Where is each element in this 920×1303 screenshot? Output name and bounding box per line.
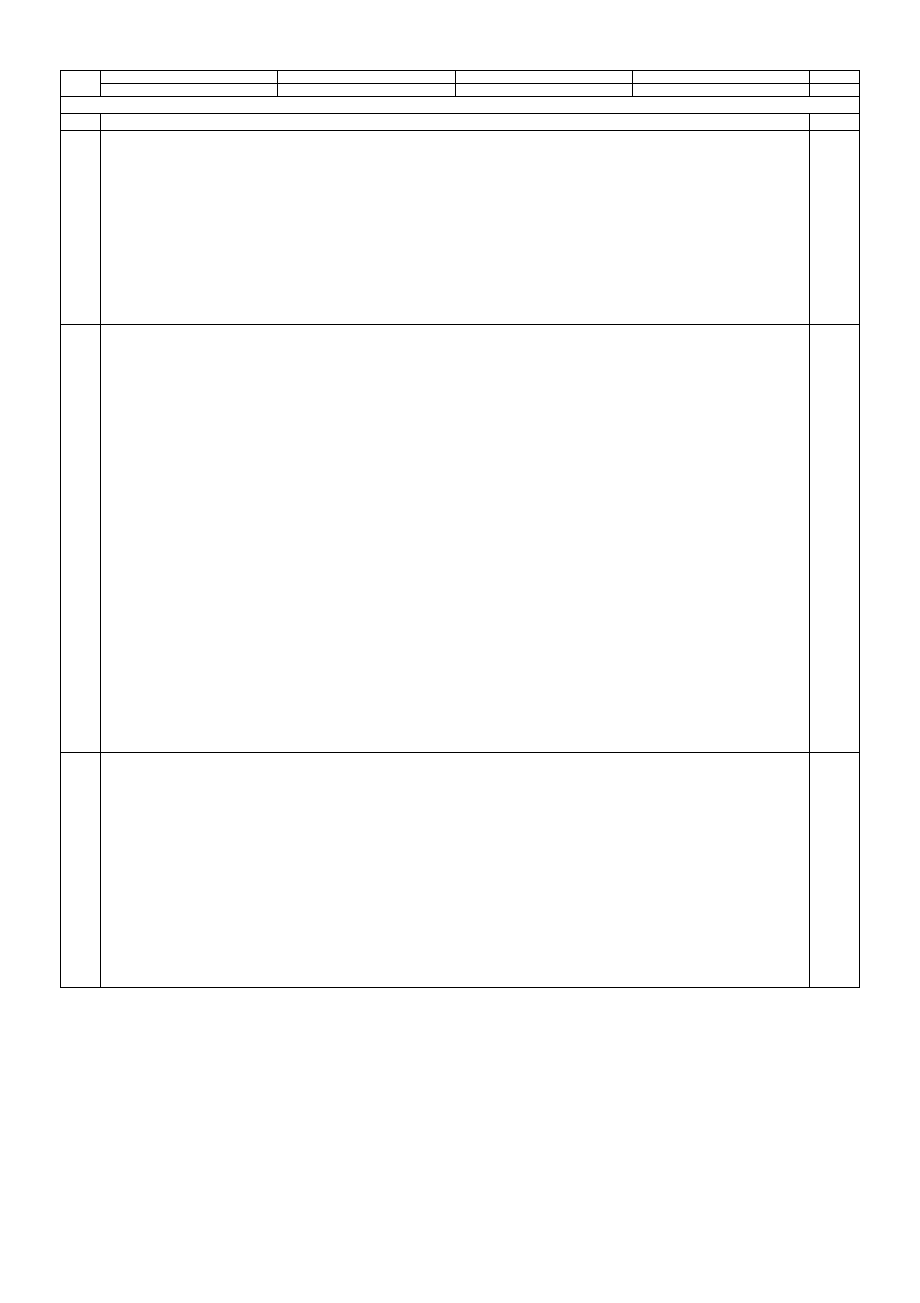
section-label-discipline <box>61 325 101 752</box>
name-value-2 <box>101 84 278 97</box>
section-row-discipline <box>61 325 860 752</box>
name-value-1 <box>101 71 278 84</box>
section-content-discipline <box>101 325 810 752</box>
modify-value <box>810 84 860 97</box>
section-content-appearance <box>101 131 810 325</box>
regulation-table <box>60 70 860 988</box>
content-header <box>101 114 810 131</box>
section-row-appearance <box>61 131 860 325</box>
version-value <box>810 71 860 84</box>
section-row-management <box>61 752 860 988</box>
name-label <box>61 71 101 97</box>
modify-label <box>632 84 809 97</box>
page-value <box>455 84 632 97</box>
section-scores-appearance <box>810 131 860 325</box>
page-label <box>278 84 455 97</box>
section-label-appearance <box>61 131 101 325</box>
subtitle <box>61 97 860 114</box>
header-row-2 <box>61 84 860 97</box>
header-row-1 <box>61 71 860 84</box>
range-header <box>61 114 101 131</box>
code-label <box>278 71 455 84</box>
code-value <box>455 71 632 84</box>
score-header <box>810 114 860 131</box>
version-label <box>632 71 809 84</box>
section-content-management <box>101 752 810 988</box>
section-scores-discipline <box>810 325 860 752</box>
section-scores-management <box>810 752 860 988</box>
column-header-row <box>61 114 860 131</box>
section-label-management <box>61 752 101 988</box>
subtitle-row <box>61 97 860 114</box>
